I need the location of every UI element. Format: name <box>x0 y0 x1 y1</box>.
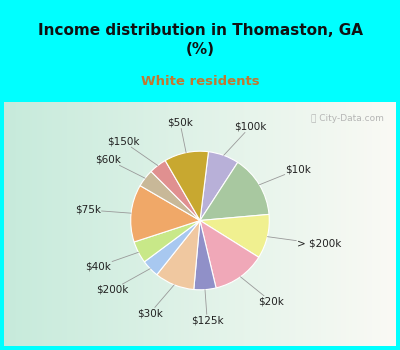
Wedge shape <box>157 220 200 289</box>
Wedge shape <box>200 215 269 257</box>
Text: $30k: $30k <box>137 285 174 318</box>
Text: $20k: $20k <box>240 277 284 307</box>
Text: $150k: $150k <box>107 136 158 166</box>
Wedge shape <box>140 172 200 220</box>
Wedge shape <box>194 220 216 290</box>
Wedge shape <box>200 220 259 288</box>
Text: $50k: $50k <box>167 118 193 153</box>
Wedge shape <box>200 152 238 220</box>
Text: Income distribution in Thomaston, GA
(%): Income distribution in Thomaston, GA (%) <box>38 23 362 57</box>
Text: > $200k: > $200k <box>267 237 342 249</box>
Text: $40k: $40k <box>86 252 138 271</box>
Wedge shape <box>131 186 200 242</box>
Text: $200k: $200k <box>96 269 150 295</box>
Text: $100k: $100k <box>224 122 266 155</box>
Wedge shape <box>200 162 269 220</box>
Text: $60k: $60k <box>95 155 145 178</box>
Text: $125k: $125k <box>191 289 224 325</box>
Text: White residents: White residents <box>141 75 259 88</box>
Text: ⓘ City-Data.com: ⓘ City-Data.com <box>311 114 384 123</box>
Wedge shape <box>151 161 200 220</box>
Wedge shape <box>144 220 200 275</box>
Wedge shape <box>165 151 208 220</box>
Text: $75k: $75k <box>75 205 131 215</box>
Wedge shape <box>134 220 200 262</box>
Text: $10k: $10k <box>259 164 311 185</box>
